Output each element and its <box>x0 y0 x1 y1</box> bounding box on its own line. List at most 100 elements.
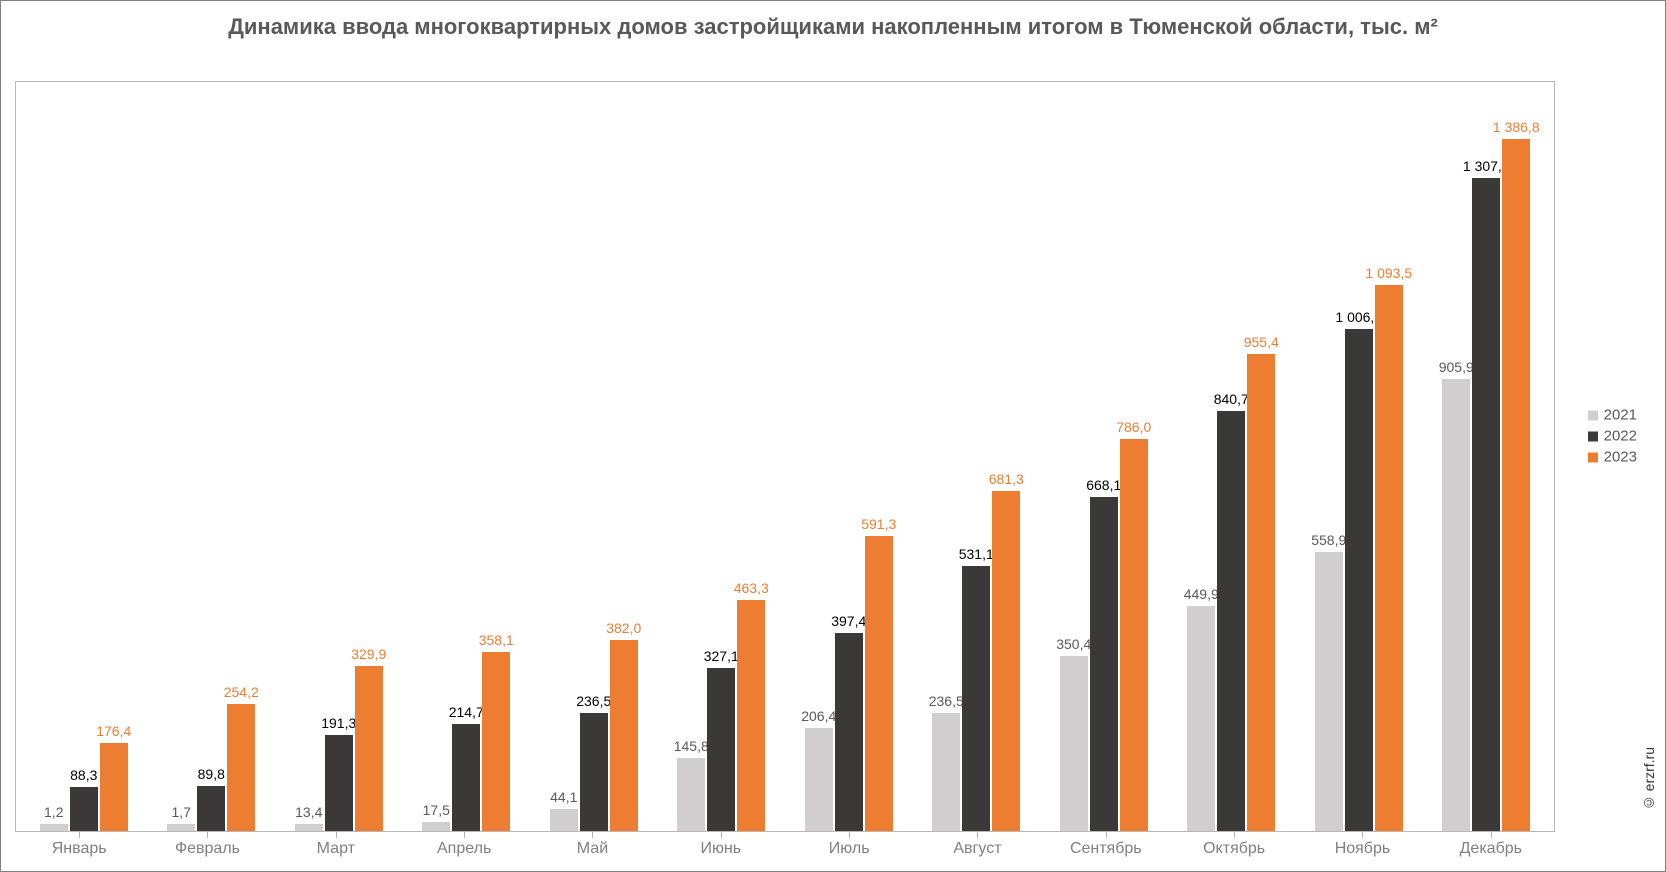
bar <box>1345 329 1373 831</box>
bar <box>1315 552 1343 831</box>
bar-wrap: 1 386,8 <box>1502 82 1530 831</box>
x-axis-label: Июнь <box>657 832 785 871</box>
legend-label: 2022 <box>1604 428 1637 445</box>
bar <box>1090 497 1118 831</box>
bar <box>422 822 450 831</box>
bar-value-label: 329,9 <box>351 646 386 662</box>
bar-value-label: 88,3 <box>70 767 97 783</box>
x-axis-label: Август <box>913 832 1041 871</box>
bar-wrap: 558,9 <box>1315 82 1343 831</box>
bar-value-label: 13,4 <box>295 804 322 820</box>
x-axis-label: Май <box>528 832 656 871</box>
legend-swatch <box>1588 410 1598 420</box>
bar-wrap: 449,9 <box>1187 82 1215 831</box>
bar <box>865 536 893 831</box>
bar-value-label: 44,1 <box>550 789 577 805</box>
bar <box>197 786 225 831</box>
bar-wrap: 955,4 <box>1247 82 1275 831</box>
bar-wrap: 905,9 <box>1442 82 1470 831</box>
bar-value-label: 1 093,5 <box>1365 265 1412 281</box>
bar-wrap: 1 307,0 <box>1472 82 1500 831</box>
bar-wrap: 1,2 <box>40 82 68 831</box>
bar-wrap: 44,1 <box>550 82 578 831</box>
bar-wrap: 786,0 <box>1120 82 1148 831</box>
bar-value-label: 254,2 <box>224 684 259 700</box>
chart-title: Динамика ввода многоквартирных домов зас… <box>1 1 1665 50</box>
bar <box>325 735 353 831</box>
bar-wrap: 668,1 <box>1090 82 1118 831</box>
bar-value-label: 1 386,8 <box>1493 119 1540 135</box>
bar-value-label: 236,5 <box>576 693 611 709</box>
bar-wrap: 13,4 <box>295 82 323 831</box>
bar <box>1187 606 1215 831</box>
bar-wrap: 1,7 <box>167 82 195 831</box>
bar-wrap: 254,2 <box>227 82 255 831</box>
x-axis-label: Март <box>272 832 400 871</box>
bar-wrap: 531,1 <box>962 82 990 831</box>
bar <box>1247 354 1275 831</box>
bar-value-label: 955,4 <box>1244 334 1279 350</box>
bar-group: 236,5531,1681,3 <box>913 82 1041 831</box>
x-axis-label: Февраль <box>143 832 271 871</box>
legend-label: 2023 <box>1604 449 1637 466</box>
bar-wrap: 591,3 <box>865 82 893 831</box>
legend: 2021 2022 2023 <box>1588 403 1637 470</box>
bar <box>677 758 705 831</box>
bar-value-label: 236,5 <box>929 693 964 709</box>
bar-wrap: 463,3 <box>737 82 765 831</box>
bar-value-label: 17,5 <box>423 802 450 818</box>
bar <box>295 824 323 831</box>
x-axis-label: Ноябрь <box>1298 832 1426 871</box>
bar-value-label: 176,4 <box>96 723 131 739</box>
legend-label: 2021 <box>1604 407 1637 424</box>
bar-wrap: 17,5 <box>422 82 450 831</box>
bar-value-label: 463,3 <box>734 580 769 596</box>
legend-swatch <box>1588 431 1598 441</box>
bar <box>70 787 98 831</box>
bar-group: 1,789,8254,2 <box>148 82 276 831</box>
bar-value-label: 905,9 <box>1439 359 1474 375</box>
bar-group: 145,8327,1463,3 <box>658 82 786 831</box>
bar-wrap: 88,3 <box>70 82 98 831</box>
bar <box>805 728 833 831</box>
legend-item: 2022 <box>1588 428 1637 445</box>
bar-wrap: 176,4 <box>100 82 128 831</box>
bar-value-label: 145,8 <box>674 738 709 754</box>
x-axis-label: Декабрь <box>1427 832 1555 871</box>
bar <box>227 704 255 831</box>
bar-value-label: 591,3 <box>861 516 896 532</box>
bar-group: 449,9840,7955,4 <box>1168 82 1296 831</box>
x-axis-label: Апрель <box>400 832 528 871</box>
plot-area: 1,288,3176,41,789,8254,213,4191,3329,917… <box>15 81 1555 831</box>
bar <box>482 652 510 831</box>
bar-group: 1,288,3176,4 <box>20 82 148 831</box>
bar-wrap: 206,4 <box>805 82 833 831</box>
x-axis-label: Январь <box>15 832 143 871</box>
bar <box>100 743 128 831</box>
bar <box>707 668 735 831</box>
bar-wrap: 89,8 <box>197 82 225 831</box>
bar <box>355 666 383 831</box>
bar-group: 44,1236,5382,0 <box>530 82 658 831</box>
bar-wrap: 1 093,5 <box>1375 82 1403 831</box>
bar-wrap: 350,4 <box>1060 82 1088 831</box>
bar-wrap: 214,7 <box>452 82 480 831</box>
bar-value-label: 668,1 <box>1086 477 1121 493</box>
bar-value-label: 206,4 <box>801 708 836 724</box>
bar <box>1442 379 1470 831</box>
legend-item: 2021 <box>1588 407 1637 424</box>
bar-group: 905,91 307,01 386,8 <box>1423 82 1551 831</box>
bar-wrap: 329,9 <box>355 82 383 831</box>
bar-wrap: 145,8 <box>677 82 705 831</box>
bar <box>1217 411 1245 831</box>
bar <box>1472 178 1500 831</box>
bar-wrap: 236,5 <box>932 82 960 831</box>
bar <box>550 809 578 831</box>
bar-value-label: 191,3 <box>321 715 356 731</box>
bar-value-label: 214,7 <box>449 704 484 720</box>
bar-wrap: 358,1 <box>482 82 510 831</box>
bar-value-label: 786,0 <box>1116 419 1151 435</box>
bar <box>1120 439 1148 831</box>
bar-group: 13,4191,3329,9 <box>275 82 403 831</box>
x-axis-label: Июль <box>785 832 913 871</box>
